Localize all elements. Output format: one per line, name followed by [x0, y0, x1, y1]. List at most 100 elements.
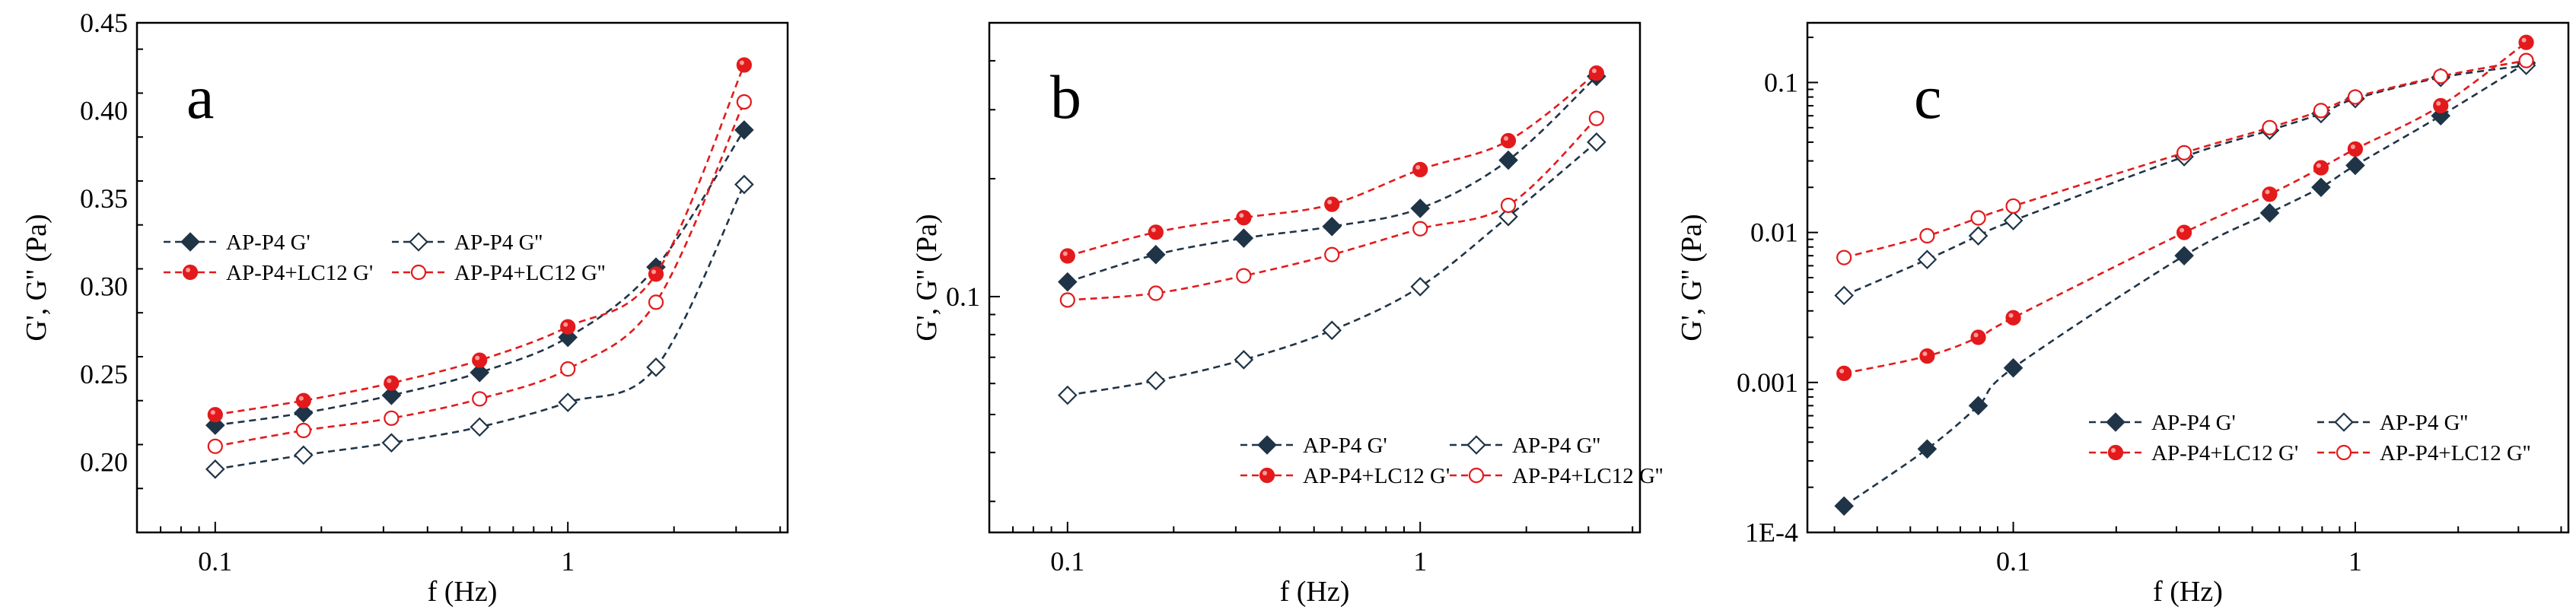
data-point	[2518, 34, 2534, 50]
data-point	[1412, 161, 1428, 178]
series-ap-p4-plus-lc12-g-prime	[1059, 65, 1604, 264]
data-point	[1500, 132, 1517, 149]
series-line	[1067, 141, 1597, 396]
legend-label: AP-P4 G''	[1512, 434, 1600, 458]
legend-marker	[1468, 467, 1485, 484]
y-tick-label: 0.40	[80, 96, 128, 126]
legend-marker-highlight	[186, 268, 190, 272]
data-point-highlight	[298, 396, 304, 401]
data-point	[1057, 272, 1078, 292]
data-point-highlight	[2436, 101, 2441, 106]
data-point-highlight	[387, 378, 392, 383]
data-point	[1322, 216, 1342, 237]
panel-c: 0.1 1 1E-4 0.001 0.01 0.1 f (Hz) G', G'' (Pa) c A…	[1676, 21, 2570, 608]
legend-label: AP-P4 G'	[1303, 434, 1387, 458]
data-point	[558, 392, 578, 412]
series-line	[1843, 62, 2527, 507]
legend-label: AP-P4+LC12 G''	[2380, 441, 2530, 465]
legend-marker	[2334, 412, 2354, 432]
panel-b: 0.1 10.1f (Hz)G', G'' (Pa)bAP-P4 G' AP-P4 …	[911, 21, 1663, 608]
data-point	[470, 362, 490, 383]
data-point	[2176, 224, 2192, 240]
data-point-highlight	[1922, 351, 1928, 357]
data-point	[295, 392, 311, 408]
data-point	[472, 352, 488, 368]
data-point	[2347, 141, 2364, 157]
data-point	[207, 407, 223, 423]
data-point	[1146, 370, 1166, 391]
x-axis-title: f (Hz)	[2153, 576, 2223, 608]
x-tick-label: 1	[1413, 546, 1427, 577]
x-tick-label: 1	[561, 546, 575, 577]
data-point-highlight	[1415, 164, 1421, 170]
data-point	[472, 391, 488, 407]
legend-marker-highlight	[1263, 471, 1267, 475]
data-point	[2005, 310, 2021, 326]
data-point-highlight	[475, 355, 480, 361]
legend-marker	[410, 264, 427, 281]
legend-item: AP-P4+LC12 G'	[164, 261, 373, 285]
y-tick-label: 0.20	[80, 447, 128, 478]
data-point	[2433, 68, 2449, 84]
data-point	[1836, 365, 1852, 381]
legend: AP-P4 G' AP-P4 G'' AP-P4+LC12 G' AP-P4+LC12…	[1240, 434, 1663, 488]
data-point	[1500, 197, 1517, 214]
legend-label: AP-P4 G''	[454, 230, 543, 255]
data-point-highlight	[2265, 189, 2270, 195]
y-axis-title: G', G'' (Pa)	[21, 214, 53, 341]
legend: AP-P4 G' AP-P4 G'' AP-P4+LC12 G' AP-P4+LC12…	[2089, 411, 2530, 465]
data-point-highlight	[210, 410, 215, 415]
y-tick-label: 0.30	[80, 272, 128, 302]
y-tick-label: 0.1	[1764, 67, 1798, 97]
y-axis-title: G', G'' (Pa)	[911, 214, 943, 341]
data-point	[1498, 207, 1518, 227]
data-point	[2176, 145, 2192, 160]
panel-a: 0.1 1 0.20 0.25 0.30 0.35 0.40 0.45 f (Hz) G', G'…	[21, 8, 789, 608]
data-point-highlight	[2521, 37, 2527, 43]
legend-marker	[2106, 412, 2125, 432]
data-point	[294, 403, 314, 423]
panel-label: a	[186, 62, 214, 132]
data-point	[560, 319, 576, 335]
data-point	[1236, 268, 1252, 284]
legend-item: AP-P4 G'	[2089, 411, 2236, 435]
data-point	[1057, 385, 1078, 405]
legend-item: AP-P4 G''	[2317, 411, 2468, 435]
legend-marker	[182, 264, 199, 281]
data-point	[1324, 196, 1340, 212]
data-point	[1410, 277, 1430, 297]
data-point	[2345, 155, 2365, 176]
data-point	[207, 438, 223, 454]
data-point	[1498, 150, 1518, 170]
data-point	[294, 445, 314, 465]
legend-label: AP-P4 G'	[2151, 411, 2236, 435]
panel-label: c	[1914, 62, 1941, 132]
legend-item: AP-P4 G'	[164, 230, 310, 255]
data-point	[205, 459, 225, 479]
legend-label: AP-P4+LC12 G''	[1512, 464, 1663, 488]
legend-marker	[1257, 435, 1277, 455]
data-point	[2259, 203, 2280, 223]
data-point	[470, 417, 490, 437]
data-point-highlight	[1504, 136, 1509, 141]
x-tick-label: 0.1	[1050, 546, 1084, 577]
data-point	[381, 385, 402, 405]
data-point	[1588, 65, 1604, 81]
data-point-highlight	[1591, 68, 1597, 74]
y-tick-label: 0.01	[1750, 218, 1798, 248]
data-point	[384, 410, 400, 426]
data-point	[384, 375, 400, 391]
legend-label: AP-P4+LC12 G'	[1303, 464, 1450, 488]
data-point	[1588, 110, 1604, 126]
legend-item: AP-P4 G''	[1450, 434, 1600, 458]
series-ap-p4-plus-lc12-g-prime	[207, 57, 752, 423]
data-point-highlight	[2350, 144, 2355, 149]
data-point-highlight	[739, 60, 744, 65]
data-point	[1412, 221, 1428, 237]
legend-marker	[1259, 467, 1275, 484]
data-point	[2003, 357, 2024, 378]
data-point	[1587, 132, 1606, 152]
data-point	[1059, 292, 1075, 308]
legend-label: AP-P4+LC12 G''	[454, 261, 605, 285]
